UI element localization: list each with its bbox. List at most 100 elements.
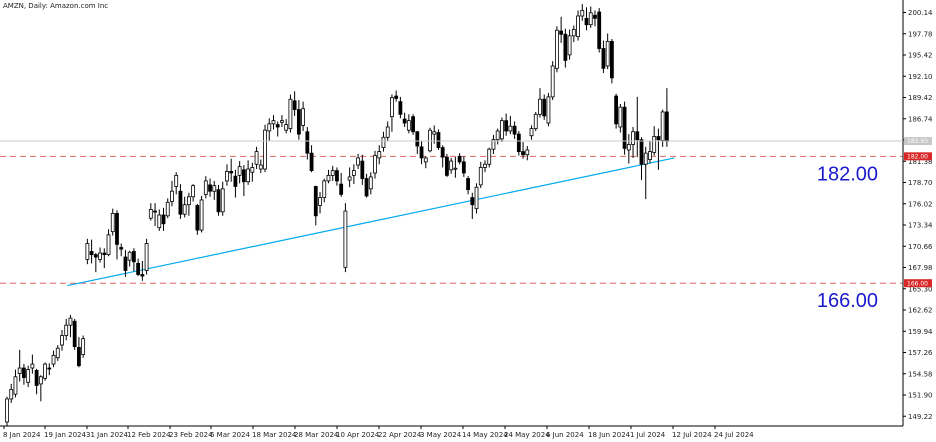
candle-body-down xyxy=(419,146,424,159)
candle-body-up xyxy=(423,157,428,163)
candle xyxy=(626,134,631,164)
candle xyxy=(478,161,483,189)
candle-body-down xyxy=(639,139,644,165)
price-tick-label: 192.10 xyxy=(908,73,933,81)
price-tick-label: 149.22 xyxy=(908,413,933,421)
time-tick-label: 22 Apr 2024 xyxy=(378,431,422,439)
candle-body-up xyxy=(529,128,534,137)
candle-body-up xyxy=(250,167,255,173)
candle xyxy=(419,141,424,165)
price-tick-label: 178.70 xyxy=(908,179,933,187)
candle xyxy=(377,145,382,165)
candle xyxy=(225,164,229,186)
candle xyxy=(576,10,580,41)
candle xyxy=(457,153,462,165)
chart-title: AMZN, Daily: Amazon.com Inc xyxy=(3,2,108,10)
candle xyxy=(525,146,530,161)
price-tick-label: 173.34 xyxy=(908,222,933,230)
candle-body-up xyxy=(68,317,73,326)
candle-body-up xyxy=(127,251,132,261)
candle xyxy=(165,198,170,219)
candle xyxy=(237,161,242,184)
candle xyxy=(445,153,449,177)
candle xyxy=(9,383,14,403)
candle xyxy=(246,160,251,185)
candle xyxy=(136,258,141,277)
candle xyxy=(601,40,606,74)
candle-body-down xyxy=(309,152,314,172)
candle xyxy=(512,121,517,139)
candle-body-down xyxy=(504,120,509,132)
candle-body-up xyxy=(174,174,179,187)
candle-body-up xyxy=(85,243,90,260)
candle-body-up xyxy=(643,152,648,165)
candle-body-up xyxy=(538,98,542,115)
candle-body-up xyxy=(533,113,538,129)
time-tick-label: 19 Jan 2024 xyxy=(44,431,87,439)
candle-body-up xyxy=(26,369,31,383)
candle xyxy=(466,176,470,195)
candle-body-up xyxy=(478,167,483,186)
candle-body-down xyxy=(360,160,365,179)
candle xyxy=(13,369,18,398)
level-tag-1 xyxy=(904,279,932,288)
candle-body-up xyxy=(546,96,551,124)
candle-body-up xyxy=(30,363,35,369)
candle xyxy=(195,203,200,235)
candle xyxy=(571,25,576,43)
candle xyxy=(402,112,407,127)
candle-body-up xyxy=(258,164,263,170)
candle-body-up xyxy=(280,120,284,123)
candle-body-down xyxy=(394,95,399,99)
candle xyxy=(208,178,212,197)
level-tag-label-0: 182.00 xyxy=(907,154,928,161)
candle xyxy=(542,94,547,120)
candle-body-up xyxy=(343,210,348,268)
price-tick-label: 195.42 xyxy=(908,52,933,60)
candle xyxy=(440,145,445,168)
candle xyxy=(102,248,107,269)
candle xyxy=(390,94,394,132)
candle-body-up xyxy=(17,367,22,374)
candle-body-up xyxy=(267,123,272,132)
current-price-tag-label: 183.93 xyxy=(907,138,928,145)
price-tick-label: 170.66 xyxy=(908,243,933,251)
candle-body-down xyxy=(77,347,81,367)
candle xyxy=(161,207,166,231)
candle-body-down xyxy=(296,109,301,135)
candle-body-up xyxy=(186,196,191,206)
candle-body-down xyxy=(609,40,614,79)
candle xyxy=(43,362,47,381)
candle xyxy=(538,88,542,118)
candle-body-down xyxy=(161,214,166,225)
candle xyxy=(491,134,496,154)
candle-body-up xyxy=(347,176,352,181)
candle xyxy=(614,93,619,129)
price-tick-label: 197.78 xyxy=(908,30,933,38)
trendline[interactable] xyxy=(67,157,675,287)
time-axis: 8 Jan 2024 19 Jan 2024 31 Jan 2024 12 Feb 2… xyxy=(3,426,754,439)
time-tick-label: 24 Jul 2024 xyxy=(714,431,754,439)
candle xyxy=(157,209,162,231)
candle xyxy=(30,354,35,374)
candle-body-up xyxy=(500,120,504,140)
candle xyxy=(500,117,504,143)
candle-body-up xyxy=(148,209,153,219)
candle-body-up xyxy=(288,98,293,129)
candle-body-down xyxy=(72,320,77,348)
candle xyxy=(263,124,267,173)
candle xyxy=(639,137,644,181)
candle-body-down xyxy=(415,131,420,147)
candle xyxy=(648,140,652,164)
candle xyxy=(580,4,585,21)
candle xyxy=(622,101,627,155)
candle xyxy=(609,38,614,84)
candle xyxy=(85,238,90,265)
candle-body-up xyxy=(567,35,572,56)
candle xyxy=(483,160,487,173)
candle xyxy=(398,96,403,119)
candle xyxy=(26,365,31,388)
candle xyxy=(170,180,174,207)
candle-body-up xyxy=(576,15,580,38)
candle-body-up xyxy=(5,398,9,423)
